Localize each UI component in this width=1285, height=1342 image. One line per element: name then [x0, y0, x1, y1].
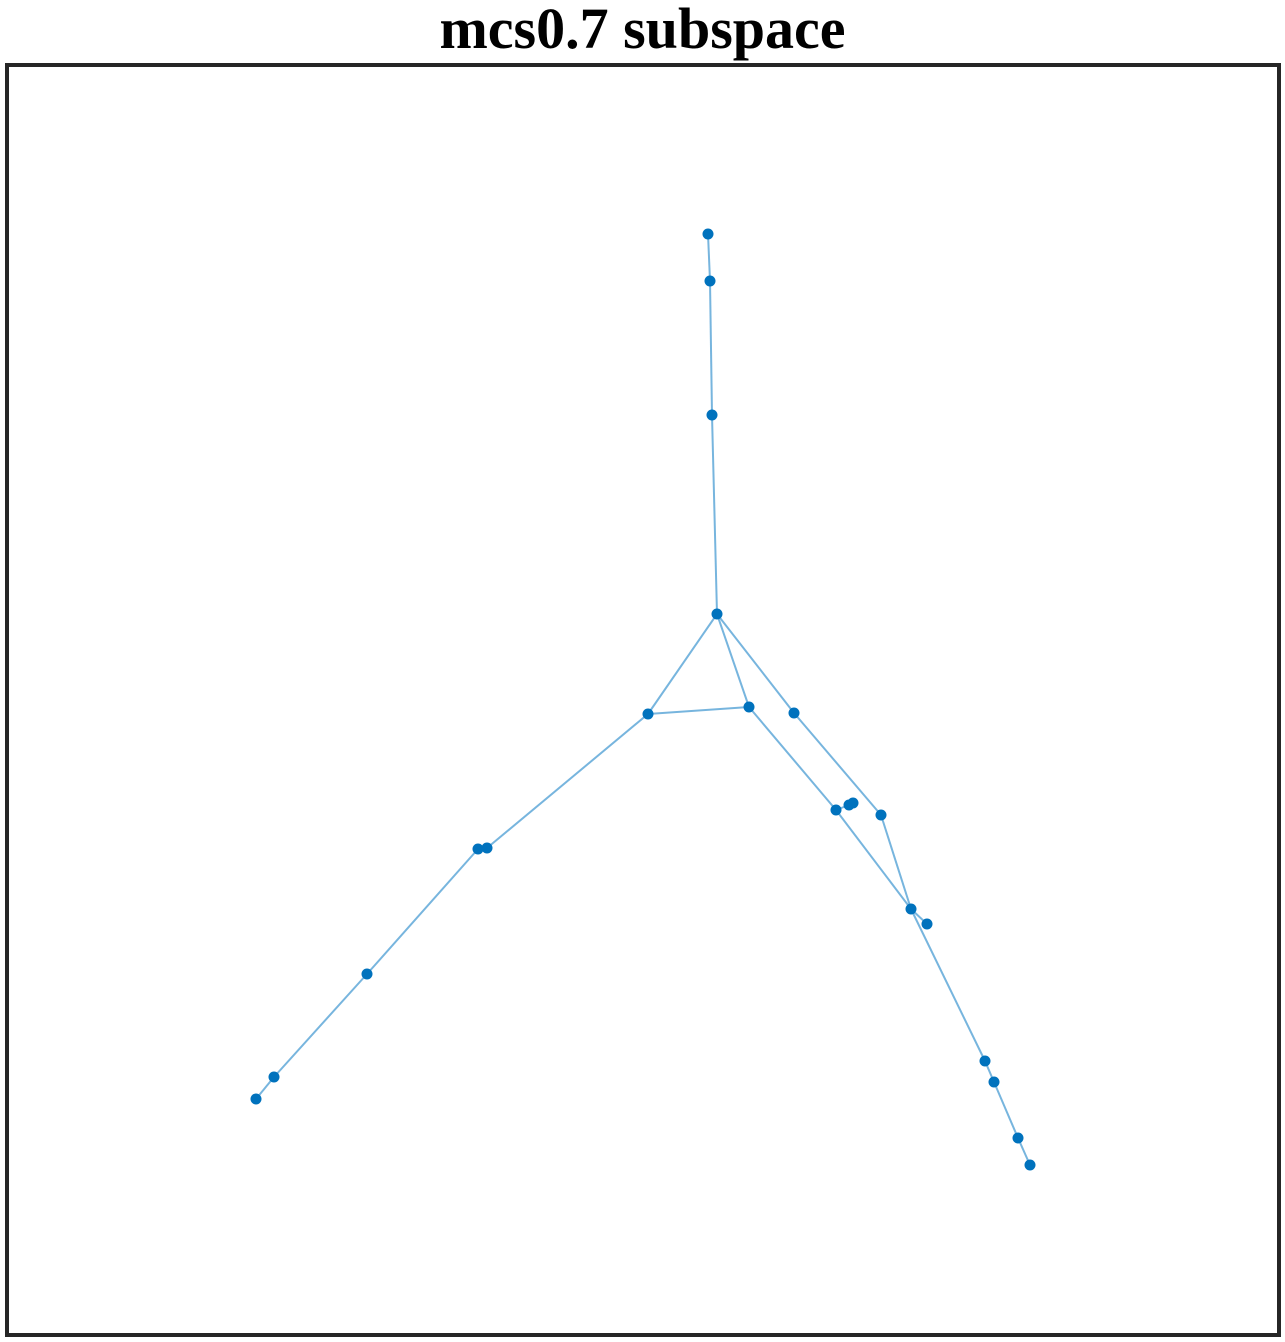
- graph-edge-2-3: [711, 414, 718, 615]
- graph-edge-1-2: [709, 280, 713, 416]
- graph-node-18: [979, 1055, 991, 1067]
- graph-node-16: [905, 903, 917, 915]
- graph-node-15: [875, 809, 887, 821]
- graph-edge-5-12: [748, 706, 837, 811]
- plot-axes-box: [5, 63, 1281, 1337]
- graph-node-0: [702, 228, 714, 240]
- figure-title: mcs0.7 subspace: [439, 0, 846, 61]
- graph-edge-19-20: [993, 1081, 1019, 1139]
- graph-node-2: [706, 409, 718, 421]
- graph-edge-3-6: [716, 613, 795, 714]
- graph-edge-12-16: [835, 809, 912, 910]
- graph-edge-4-7: [486, 713, 649, 849]
- graph-edge-3-5: [716, 613, 750, 708]
- graph-edge-3-4: [647, 613, 718, 715]
- graph-node-19: [988, 1076, 1000, 1088]
- graph-edge-6-15: [793, 712, 882, 816]
- graph-edge-8-9: [366, 848, 479, 975]
- graph-node-8: [472, 843, 484, 855]
- graph-edge-0-1: [707, 233, 711, 282]
- graph-edge-4-5: [647, 706, 750, 715]
- graph-node-1: [704, 275, 716, 287]
- graph-edge-15-16: [880, 814, 912, 910]
- graph-node-10: [268, 1071, 280, 1083]
- graph-node-11: [250, 1093, 262, 1105]
- graph-node-17: [921, 918, 933, 930]
- graph-node-20: [1012, 1132, 1024, 1144]
- graph-node-5: [743, 701, 755, 713]
- graph-node-21: [1024, 1159, 1036, 1171]
- graph-node-6: [788, 707, 800, 719]
- graph-node-12: [830, 804, 842, 816]
- graph-edge-16-18: [910, 908, 986, 1062]
- graph-node-7: [481, 842, 493, 854]
- graph-node-4: [642, 708, 654, 720]
- graph-node-14: [847, 797, 859, 809]
- nodes-layer: [250, 228, 1036, 1171]
- edges-layer: [255, 233, 1031, 1166]
- graph-node-3: [711, 608, 723, 620]
- graph-edge-9-10: [273, 973, 368, 1078]
- graph-node-9: [361, 968, 373, 980]
